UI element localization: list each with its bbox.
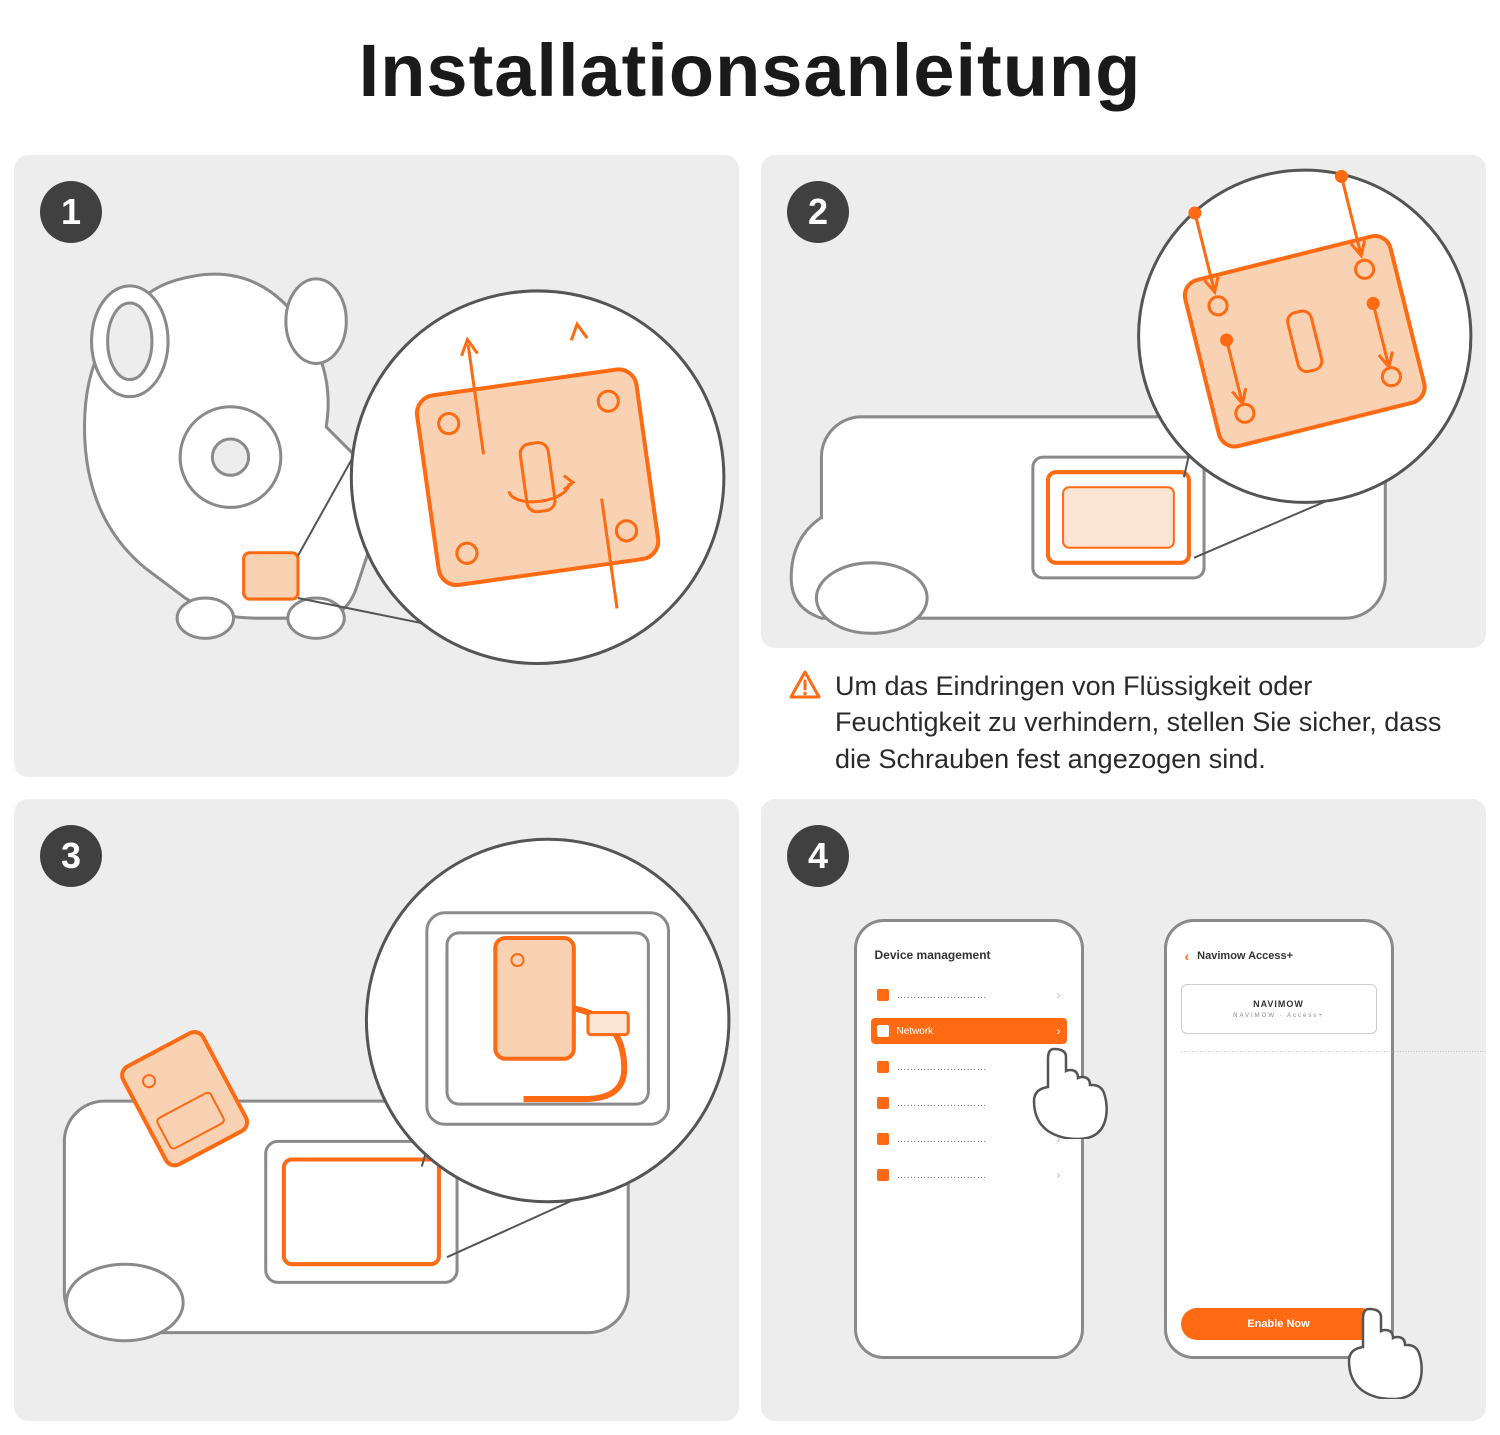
warning-icon	[789, 670, 821, 700]
steps-grid: 1	[0, 155, 1500, 1435]
step-2-caption-text: Um das Eindringen von Flüssigkeit oder F…	[835, 668, 1458, 777]
step-1-panel: 1	[14, 155, 739, 777]
page-title: Installationsanleitung	[0, 0, 1500, 155]
step-2-caption: Um das Eindringen von Flüssigkeit oder F…	[761, 648, 1486, 777]
list-item[interactable]: ………………………›	[871, 1090, 1067, 1116]
step-1: 1	[14, 155, 739, 777]
step-1-badge: 1	[40, 181, 102, 243]
step-4-panel: 4 Device management ………………………› Network› …	[761, 799, 1486, 1421]
product-card: NAVIMOW NAVIMOW · Access+	[1181, 984, 1377, 1034]
phone-right: ‹ Navimow Access+ NAVIMOW NAVIMOW · Acce…	[1164, 919, 1394, 1359]
step-2-badge: 2	[787, 181, 849, 243]
step-3-panel: 3	[14, 799, 739, 1421]
step-3: 3	[14, 799, 739, 1421]
step-2: 2	[761, 155, 1486, 777]
list-item[interactable]: ………………………›	[871, 982, 1067, 1008]
product-card-subtitle: NAVIMOW · Access+	[1192, 1013, 1366, 1019]
phone-right-header-text: Navimow Access+	[1197, 950, 1293, 962]
product-card-title: NAVIMOW	[1192, 999, 1366, 1009]
enable-now-button[interactable]: Enable Now	[1181, 1308, 1377, 1340]
step-3-illustration	[14, 799, 739, 1403]
step-3-badge: 3	[40, 825, 102, 887]
step-4-phones: Device management ………………………› Network› ………	[761, 919, 1486, 1381]
phone-right-wrap: ‹ Navimow Access+ NAVIMOW NAVIMOW · Acce…	[1164, 919, 1394, 1359]
list-item[interactable]: ………………………›	[871, 1054, 1067, 1080]
phone-left-header: Device management	[871, 942, 1067, 972]
step-1-illustration	[14, 155, 739, 759]
phone-right-header: ‹ Navimow Access+	[1181, 942, 1377, 974]
phone-left: Device management ………………………› Network› ………	[854, 919, 1084, 1359]
list-item[interactable]: ………………………›	[871, 1126, 1067, 1152]
step-2-illustration	[761, 155, 1486, 648]
list-item-network[interactable]: Network›	[871, 1018, 1067, 1044]
list-item[interactable]: ………………………›	[871, 1162, 1067, 1188]
step-4-badge: 4	[787, 825, 849, 887]
phone-left-wrap: Device management ………………………› Network› ………	[854, 919, 1084, 1359]
step-2-panel: 2	[761, 155, 1486, 648]
back-icon[interactable]: ‹	[1185, 948, 1190, 964]
description-placeholder: ……………………………………………………………………………………………………………	[1181, 1044, 1377, 1057]
step-4: 4 Device management ………………………› Network› …	[761, 799, 1486, 1421]
